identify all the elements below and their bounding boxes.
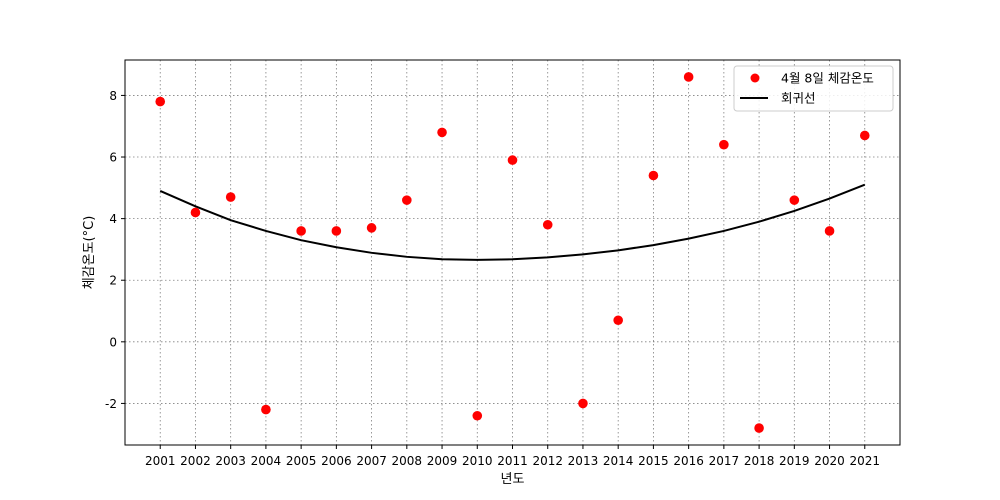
- y-tick-label: 0: [109, 335, 117, 349]
- legend: 4월 8일 체감온도 회귀선: [733, 65, 894, 112]
- y-tick-label: 8: [109, 89, 117, 103]
- regression-line: [159, 183, 866, 261]
- data-point: [437, 127, 447, 138]
- x-tick-label: 2013: [568, 454, 599, 468]
- data-point: [507, 155, 518, 165]
- y-tick-label: 4: [109, 212, 117, 226]
- x-tick-label: 2021: [849, 454, 880, 468]
- x-tick-label: 2012: [532, 454, 563, 468]
- data-point: [155, 96, 166, 107]
- x-tick-label: 2002: [180, 454, 211, 468]
- data-point: [754, 423, 764, 433]
- data-point: [296, 226, 306, 236]
- data-point: [683, 72, 694, 82]
- x-tick-label: 2008: [392, 454, 423, 468]
- regression-line-layer: [159, 183, 866, 261]
- x-tick-label: 2007: [356, 454, 387, 468]
- legend-label-scatter: 4월 8일 체감온도: [781, 71, 874, 86]
- x-tick-label: 2001: [145, 454, 176, 468]
- data-point: [366, 223, 377, 233]
- x-tick-label: 2009: [427, 454, 458, 468]
- x-tick-label: 2014: [603, 454, 634, 468]
- x-tick-label: 2020: [814, 454, 845, 468]
- data-point: [542, 219, 553, 230]
- grid: [125, 60, 900, 445]
- axis-ticks: 2001 2002 2003 2004 2005 2006 2007 2008 2009 2010…: [105, 89, 880, 468]
- data-point: [859, 130, 870, 141]
- y-axis-label: 체감온도(°C): [82, 216, 97, 290]
- x-tick-label: 2010: [462, 454, 493, 468]
- x-tick-label: 2004: [251, 454, 282, 468]
- x-tick-label: 2015: [638, 454, 669, 468]
- data-point: [331, 226, 342, 236]
- x-tick-label: 2003: [215, 454, 246, 468]
- y-tick-label: -2: [105, 397, 117, 411]
- x-tick-label: 2006: [321, 454, 352, 468]
- y-tick-label: 2: [109, 274, 117, 288]
- y-tick-label: 6: [109, 151, 117, 165]
- data-point: [261, 404, 271, 415]
- x-tick-label: 2011: [497, 454, 528, 468]
- x-tick-label: 2017: [709, 454, 740, 468]
- data-point: [402, 195, 412, 205]
- data-point: [613, 315, 623, 326]
- data-point: [648, 170, 659, 181]
- data-point: [824, 226, 835, 236]
- x-tick-label: 2018: [744, 454, 775, 468]
- data-point: [789, 195, 800, 205]
- data-point: [472, 410, 483, 421]
- x-tick-label: 2005: [286, 454, 317, 468]
- legend-marker-scatter: [750, 73, 760, 83]
- data-point: [225, 192, 236, 202]
- data-point: [578, 398, 588, 409]
- data-point: [719, 139, 729, 150]
- x-tick-label: 2016: [673, 454, 704, 468]
- legend-box: [733, 65, 894, 112]
- legend-label-line: 회귀선: [781, 91, 816, 106]
- scatter-points-layer: [155, 72, 870, 433]
- x-axis-label: 년도: [501, 472, 525, 487]
- x-tick-label: 2019: [779, 454, 810, 468]
- data-point: [190, 207, 201, 218]
